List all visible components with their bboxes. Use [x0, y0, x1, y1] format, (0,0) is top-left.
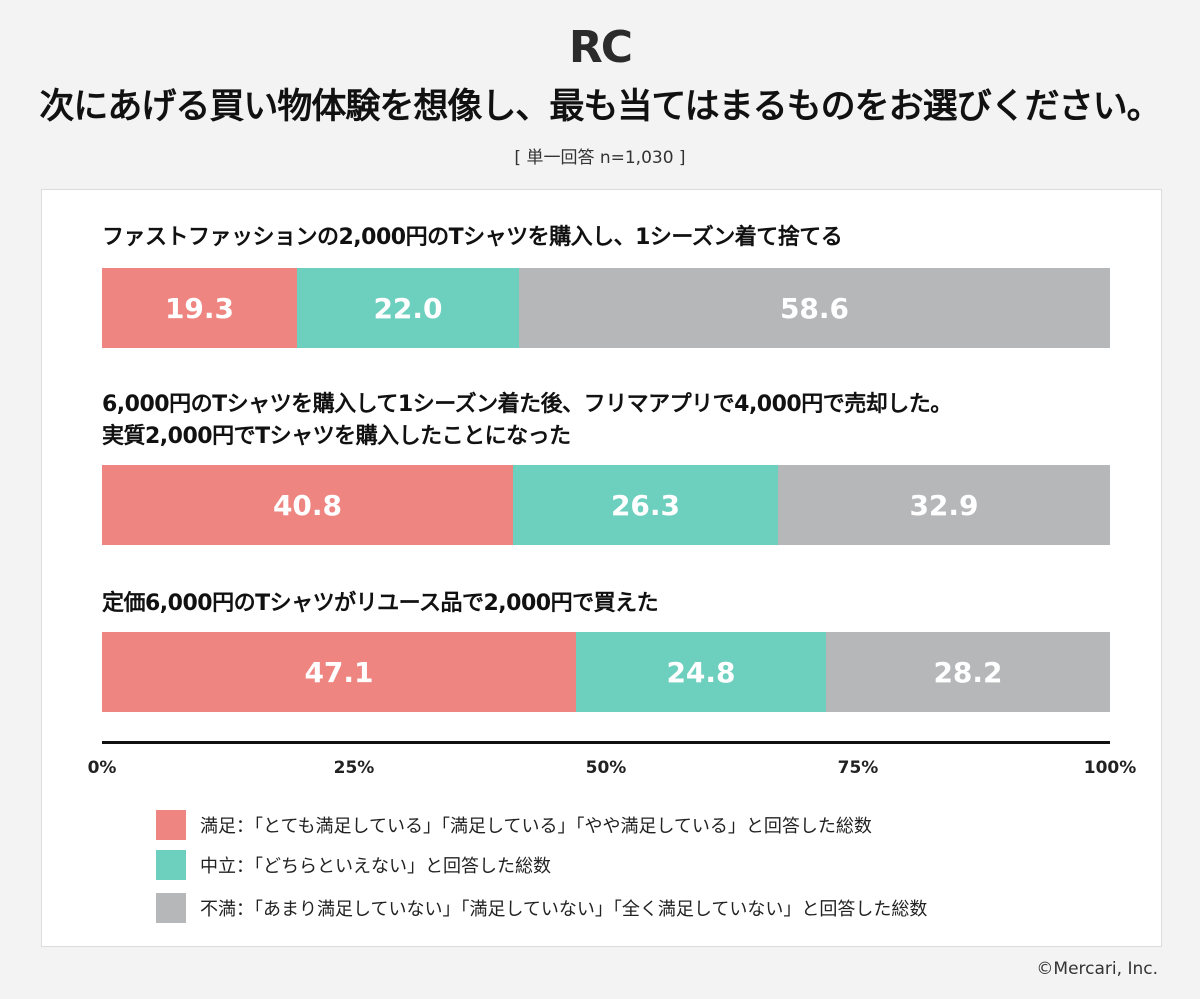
stacked-bar: 40.8 26.3 32.9: [102, 465, 1110, 545]
x-tick-label: 75%: [837, 758, 879, 778]
legend-label: 満足：「とても満足している」「満足している」「やや満足している」と回答した総数: [200, 816, 872, 837]
bar-segment: 40.8: [102, 465, 513, 545]
x-tick-label: 100%: [1083, 758, 1137, 778]
question-label: 6,000円のTシャツを購入して1シーズン着た後、フリマアプリで4,000円で売…: [102, 392, 952, 417]
x-tick-label: 25%: [333, 758, 375, 778]
logo: RC: [568, 22, 633, 73]
legend-item: 満足：「とても満足している」「満足している」「やや満足している」と回答した総数: [156, 810, 872, 840]
bar-segment: 47.1: [102, 632, 576, 712]
bar-segment: 19.3: [102, 268, 297, 348]
bar-segment: 32.9: [778, 465, 1110, 545]
stacked-bar: 19.3 22.0 58.6: [102, 268, 1110, 348]
x-axis-line: [102, 741, 1110, 744]
bar-segment: 58.6: [519, 268, 1110, 348]
legend-label: 不満：「あまり満足していない」「満足していない」「全く満足していない」と回答した…: [200, 899, 928, 920]
bar-segment: 26.3: [513, 465, 778, 545]
bar-segment: 24.8: [576, 632, 826, 712]
question-label: ファストファッションの2,000円のTシャツを購入し、1シーズン着て捨てる: [102, 225, 843, 250]
bar-segment: 28.2: [826, 632, 1110, 712]
legend-item: 不満：「あまり満足していない」「満足していない」「全く満足していない」と回答した…: [156, 893, 927, 923]
legend-label: 中立：「どちらといえない」と回答した総数: [200, 856, 551, 877]
x-tick-label: 0%: [87, 758, 117, 778]
x-tick-label: 50%: [585, 758, 627, 778]
stacked-bar: 47.1 24.8 28.2: [102, 632, 1110, 712]
chart-subtitle: [ 単一回答 n=1,030 ]: [514, 148, 686, 168]
chart-title: 次にあげる買い物体験を想像し、最も当てはまるものをお選びください。: [39, 87, 1161, 127]
legend-swatch: [156, 850, 186, 880]
question-label: 定価6,000円のTシャツがリユース品で2,000円で買えた: [102, 591, 659, 616]
bar-segment: 22.0: [297, 268, 519, 348]
legend-item: 中立：「どちらといえない」と回答した総数: [156, 850, 551, 880]
legend-swatch: [156, 810, 186, 840]
legend-swatch: [156, 893, 186, 923]
question-label: 実質2,000円でTシャツを購入したことになった: [102, 424, 571, 449]
copyright: ©Mercari, Inc.: [1036, 959, 1158, 979]
